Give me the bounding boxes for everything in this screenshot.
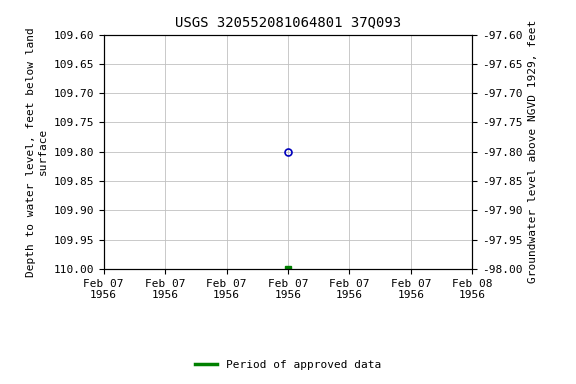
Legend: Period of approved data: Period of approved data <box>191 356 385 375</box>
Y-axis label: Groundwater level above NGVD 1929, feet: Groundwater level above NGVD 1929, feet <box>528 20 538 283</box>
Title: USGS 320552081064801 37Q093: USGS 320552081064801 37Q093 <box>175 15 401 29</box>
Y-axis label: Depth to water level, feet below land
surface: Depth to water level, feet below land su… <box>26 27 48 276</box>
